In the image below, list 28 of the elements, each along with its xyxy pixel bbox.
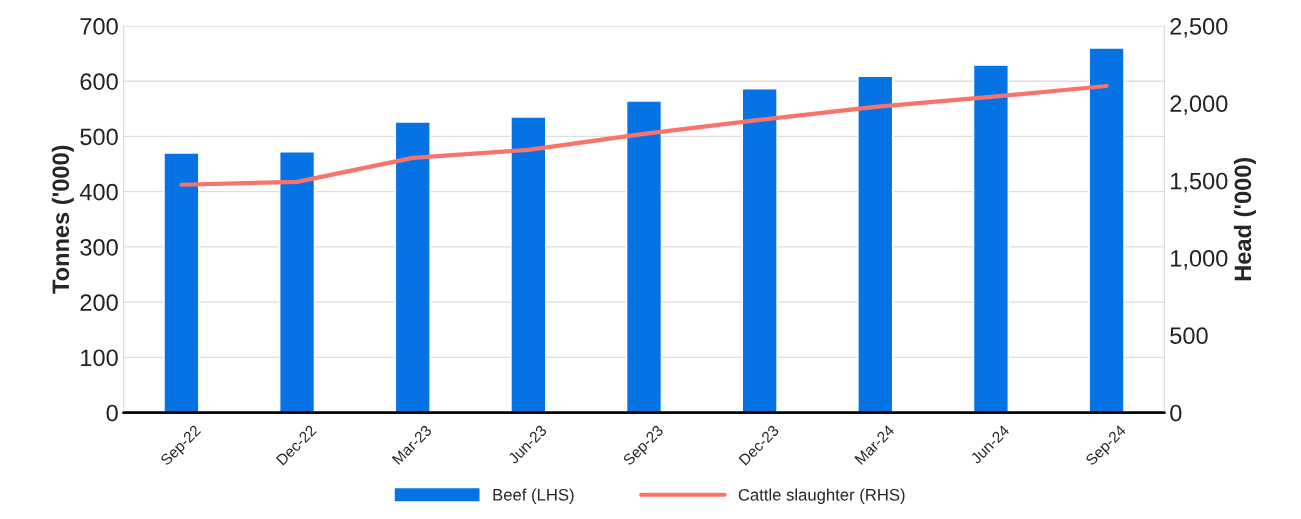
y-tick-label: 300 (80, 238, 118, 256)
bar (279, 151, 316, 413)
y2-tick-label: 2,000 (1170, 95, 1228, 115)
bar (163, 152, 200, 413)
line-series (179, 83, 1109, 187)
bar (625, 100, 663, 413)
y-tick-label: 0 (106, 404, 118, 422)
y-tick-label: 200 (80, 294, 118, 311)
y-tick-label: 100 (81, 349, 118, 367)
y2-tick-label: 1,500 (1171, 172, 1228, 193)
bar (972, 64, 1009, 413)
bar (857, 75, 894, 413)
y-tick-label: 500 (80, 128, 118, 146)
y-tick-label: 700 (80, 18, 118, 35)
legend-label: Cattle slaughter (RHS) (738, 488, 905, 504)
y-axis-title: Tonnes ('000) (51, 145, 74, 294)
legend-label: Beef (LHS) (493, 488, 574, 504)
y-tick-label: 600 (80, 73, 118, 90)
bar (741, 88, 778, 413)
bar (1088, 47, 1125, 413)
y2-tick-label: 500 (1170, 327, 1208, 345)
bar (394, 121, 431, 413)
y2-tick-label: 0 (1170, 404, 1182, 422)
y2-tick-label: 1,000 (1171, 250, 1228, 270)
bar (510, 116, 547, 413)
y2-tick-label: 2,500 (1170, 18, 1228, 38)
y-tick-label: 400 (79, 183, 118, 201)
y2-axis-title: Head ('000) (1233, 157, 1256, 281)
